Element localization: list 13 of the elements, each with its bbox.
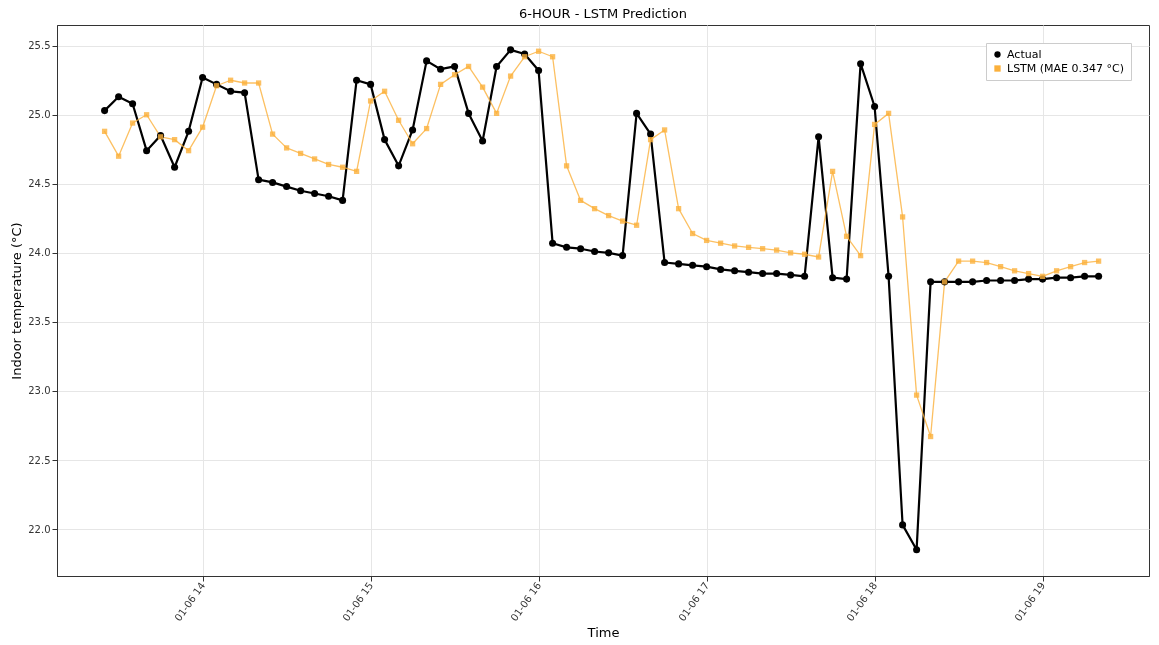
chart-title: 6-HOUR - LSTM Prediction xyxy=(519,6,687,21)
y-tick-label: 25.0 xyxy=(28,109,51,121)
y-tick-label: 23.5 xyxy=(28,316,51,328)
y-tick-label: 23.0 xyxy=(28,385,51,397)
legend-label: LSTM (MAE 0.347 °C) xyxy=(1007,61,1125,75)
y-axis-title: Indoor temperature (°C) xyxy=(9,222,25,380)
y-tick-label: 22.5 xyxy=(28,454,51,466)
x-axis-title: Time xyxy=(586,625,620,641)
y-tick-label: 24.0 xyxy=(28,247,51,259)
y-tick-label: 25.5 xyxy=(28,40,51,52)
legend-label: Actual xyxy=(1007,47,1042,61)
y-tick-label: 22.0 xyxy=(28,523,51,535)
y-tick-label: 24.5 xyxy=(28,178,51,190)
